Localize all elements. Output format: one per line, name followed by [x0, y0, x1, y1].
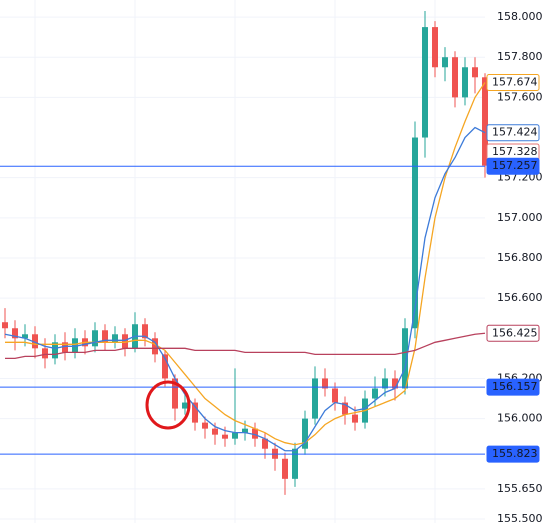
candle-body [12, 328, 18, 339]
price-tag-label: 157.424 [492, 126, 538, 139]
candle-body [342, 402, 348, 415]
y-tick-label: 157.800 [497, 50, 543, 63]
candle-body [22, 334, 28, 339]
candle-body [332, 388, 338, 403]
y-tick-label: 157.600 [497, 90, 543, 103]
price-tag-label: 157.328 [492, 145, 538, 158]
y-tick-label: 155.500 [497, 512, 543, 523]
y-tick-label: 156.000 [497, 412, 543, 425]
price-tag-label: 157.257 [492, 159, 538, 172]
candle-body [212, 428, 218, 435]
candle-body [482, 77, 488, 166]
y-tick-label: 155.650 [497, 482, 543, 495]
candle-body [382, 378, 388, 389]
candle-body [192, 402, 198, 423]
candle-body [72, 338, 78, 353]
candle-body [472, 67, 478, 78]
price-tag [486, 74, 540, 92]
candle-body [312, 378, 318, 419]
candle-body [422, 27, 428, 138]
candle-body [442, 57, 448, 68]
candle-body [202, 422, 208, 429]
candle-body [262, 438, 268, 449]
candle-body [282, 458, 288, 479]
candle-body [302, 418, 308, 449]
price-tag-label: 157.674 [492, 76, 538, 89]
candle-body [92, 330, 98, 347]
candle-body [102, 330, 108, 343]
price-tag [486, 378, 540, 396]
price-tag-label: 156.157 [492, 380, 538, 393]
candle-body [52, 342, 58, 359]
candle-body [2, 322, 8, 329]
candle-body [62, 342, 68, 353]
highlight-circle [145, 380, 191, 430]
candle-body [372, 388, 378, 399]
candle-body [142, 324, 148, 339]
vertical-grid [34, 0, 436, 523]
price-tag [486, 445, 540, 463]
candle-body [252, 428, 258, 439]
price-tag-label: 155.823 [492, 447, 538, 460]
y-tick-label: 156.800 [497, 251, 543, 264]
moving-average [5, 82, 486, 446]
candle-body [32, 334, 38, 349]
candle-body [392, 378, 398, 389]
candle-body [412, 137, 418, 329]
price-tag [486, 324, 540, 342]
candle-body [462, 67, 468, 98]
candle-body [112, 334, 118, 343]
price-tag-label: 156.425 [492, 326, 538, 339]
candle-body [432, 27, 438, 68]
price-tag [486, 157, 540, 175]
candle-body [182, 402, 188, 409]
candle-body [232, 432, 238, 439]
candle-body [122, 334, 128, 349]
candle-body [292, 448, 298, 479]
candle-body [402, 328, 408, 389]
candle-body [152, 338, 158, 355]
y-tick-label: 158.000 [497, 10, 543, 23]
candle-body [242, 428, 248, 433]
candle-body [162, 354, 168, 379]
candle-body [222, 434, 228, 439]
candle-body [452, 57, 458, 98]
price-tag [486, 124, 540, 142]
candle-body [42, 348, 48, 359]
moving-average [4, 126, 486, 452]
moving-average [5, 332, 486, 360]
candle-body [322, 378, 328, 389]
candle-body [352, 414, 358, 423]
candle-body [172, 378, 178, 409]
y-tick-label: 157.000 [497, 211, 543, 224]
y-tick-label: 156.600 [497, 291, 543, 304]
